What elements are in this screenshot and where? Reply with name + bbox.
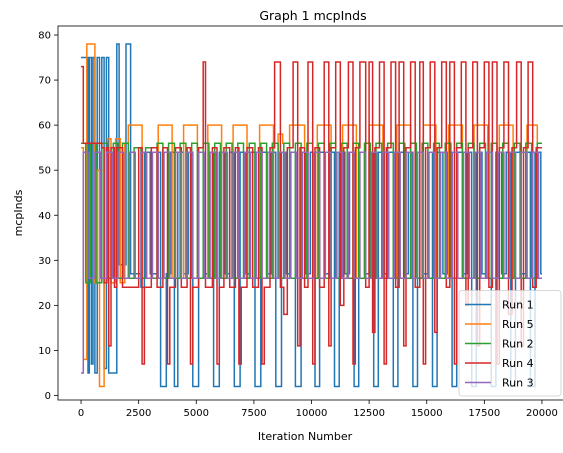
x-tick-label: 2500 <box>126 408 151 419</box>
x-tick-label: 17500 <box>468 408 500 419</box>
x-axis-label: Iteration Number <box>258 430 353 443</box>
series-line-5 <box>81 151 542 374</box>
y-tick-label: 30 <box>38 256 51 267</box>
chart-title: Graph 1 mcpInds <box>259 8 366 23</box>
legend-label: Run 4 <box>502 357 534 370</box>
legend-box <box>458 290 562 397</box>
y-axis: 0 10 20 30 40 50 60 70 80 <box>38 31 58 402</box>
y-tick-label: 60 <box>38 121 51 132</box>
x-tick-label: 12500 <box>353 408 385 419</box>
y-tick-label: 0 <box>45 391 51 402</box>
x-axis: 0 2500 5000 7500 10000 12500 15000 17500 20000 <box>78 400 558 419</box>
legend-label: Run 3 <box>502 377 534 390</box>
x-tick-label: 15000 <box>411 408 443 419</box>
x-tick-label: 10000 <box>296 408 328 419</box>
y-tick-label: 80 <box>38 31 51 42</box>
legend-label: Run 1 <box>502 299 534 312</box>
y-tick-label: 10 <box>38 346 51 357</box>
y-tick-label: 40 <box>38 211 51 222</box>
legend-label: Run 2 <box>502 338 534 351</box>
legend-label: Run 5 <box>502 318 534 331</box>
x-tick-label: 20000 <box>526 408 558 419</box>
y-tick-label: 20 <box>38 301 51 312</box>
x-tick-label: 7500 <box>241 408 266 419</box>
x-tick-label: 5000 <box>184 408 209 419</box>
series-layer <box>81 43 542 388</box>
series-line-4 <box>81 61 542 365</box>
y-tick-label: 70 <box>38 76 51 87</box>
y-tick-label: 50 <box>38 166 51 177</box>
y-axis-label: mcpInds <box>12 189 25 236</box>
x-tick-label: 0 <box>78 408 84 419</box>
legend: Run 1 Run 5 Run 2 Run 4 Run 3 <box>458 290 562 397</box>
